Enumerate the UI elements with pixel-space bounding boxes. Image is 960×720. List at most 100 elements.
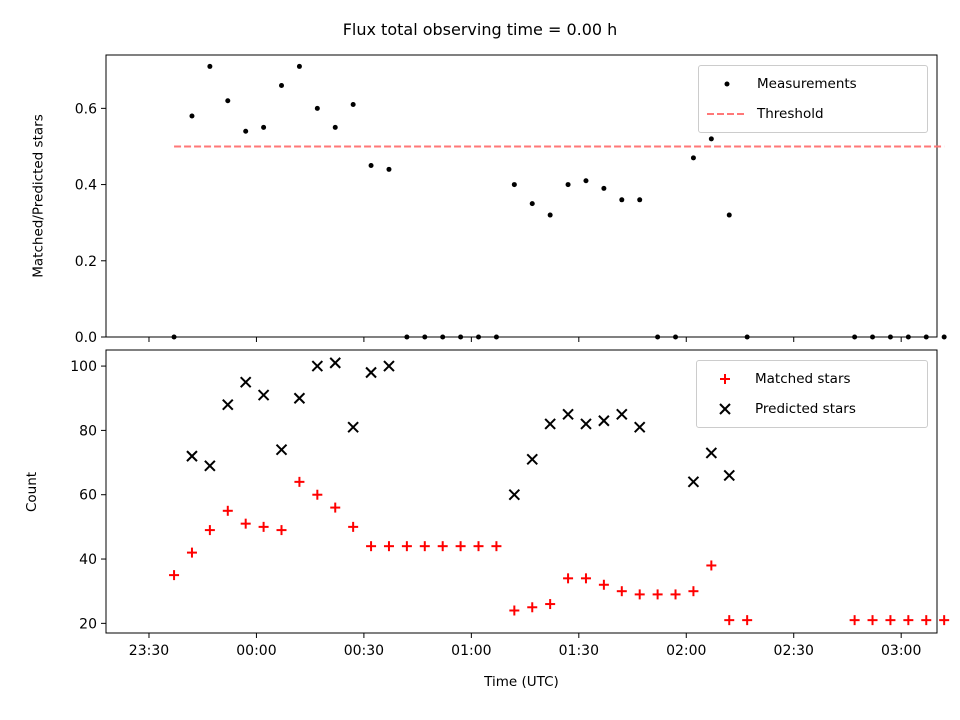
- bottom-legend: Matched stars Predicted stars: [696, 360, 928, 428]
- x-stroke: [723, 469, 735, 482]
- matched-star-marker: [330, 502, 341, 513]
- matched-star-marker: [509, 605, 520, 616]
- x-stroke: [311, 360, 324, 372]
- x-tick-label: 02:30: [774, 643, 814, 659]
- legend-label: Predicted stars: [755, 401, 856, 417]
- predicted-star-marker: [204, 460, 216, 472]
- legend-label: Threshold: [757, 106, 824, 122]
- predicted-star-marker: [275, 443, 288, 456]
- matched-star-marker: [921, 615, 932, 626]
- y-tick-label: 80: [79, 423, 97, 439]
- matched-star-marker: [437, 541, 448, 552]
- plus-marker-icon: [720, 374, 730, 384]
- matched-star-marker: [186, 547, 197, 558]
- predicted-star-marker: [329, 357, 341, 369]
- measurement-point: [655, 334, 661, 340]
- matched-star-marker: [383, 541, 394, 552]
- y-tick-label: 0.4: [75, 178, 97, 194]
- measurement-point: [529, 201, 535, 207]
- x-stroke: [562, 408, 574, 421]
- predicted-star-marker: [544, 418, 556, 430]
- measurement-point: [332, 124, 338, 130]
- matched-star-marker: [545, 599, 556, 610]
- measurement-point: [404, 334, 410, 340]
- x-marker-icon: [719, 403, 731, 415]
- matched-star-marker: [616, 586, 627, 597]
- bottom-y-axis-label: Count: [24, 471, 41, 513]
- measurement-point: [368, 163, 374, 169]
- predicted-star-marker: [526, 453, 538, 466]
- x-axis-label: Time (UTC): [484, 674, 559, 690]
- matched-star-marker: [706, 560, 717, 571]
- legend-label: Matched stars: [755, 371, 851, 387]
- measurement-point: [493, 334, 499, 340]
- bottom-panel: 20 40 60 80 100 23:30 00:00 00:30 01:00 01:30 02:0…: [70, 349, 950, 659]
- measurement-point: [476, 334, 482, 340]
- y-tick-label: 20: [79, 616, 97, 632]
- dashed-line-icon: [707, 113, 747, 115]
- x-tick-label: 01:00: [451, 643, 491, 659]
- measurement-point: [887, 334, 893, 340]
- matched-star-marker: [366, 541, 377, 552]
- x-stroke: [275, 443, 288, 456]
- measurement-point: [511, 182, 517, 188]
- x-stroke: [347, 421, 359, 433]
- matched-star-marker: [742, 615, 753, 626]
- matched-star-marker: [634, 589, 645, 600]
- measurement-point: [870, 334, 876, 340]
- matched-star-marker: [652, 589, 663, 600]
- x-tick-label: 23:30: [129, 643, 169, 659]
- x-stroke: [186, 450, 198, 462]
- top-legend: Measurements Threshold: [698, 65, 928, 133]
- plot-frame: [105, 54, 938, 338]
- x-stroke: [580, 418, 592, 430]
- measurement-point: [296, 63, 302, 69]
- matched-star-marker: [903, 615, 914, 626]
- measurement-point: [207, 63, 213, 69]
- matched-star-marker: [240, 518, 251, 529]
- matched-star-marker: [294, 476, 305, 487]
- plot-frame: [105, 349, 938, 634]
- predicted-star-marker: [347, 421, 359, 433]
- matched-star-marker: [670, 589, 681, 600]
- predicted-star-marker: [383, 360, 395, 372]
- measurement-point: [941, 334, 947, 340]
- measurement-point: [350, 102, 356, 108]
- matched-star-marker: [885, 615, 896, 626]
- predicted-star-marker: [508, 489, 521, 501]
- matched-star-marker: [276, 525, 287, 536]
- matched-star-marker: [849, 615, 860, 626]
- measurement-point: [583, 178, 589, 184]
- matched-star-marker: [312, 489, 323, 500]
- matched-star-marker: [527, 602, 538, 613]
- x-tick-label: 02:00: [666, 643, 706, 659]
- measurement-point: [225, 98, 231, 104]
- matched-star-marker: [724, 615, 735, 626]
- predicted-star-marker: [723, 469, 735, 482]
- legend-item-measurements: Measurements: [699, 74, 927, 94]
- x-stroke: [383, 360, 395, 372]
- predicted-star-marker: [598, 415, 610, 427]
- legend-item-threshold: Threshold: [699, 104, 927, 124]
- predicted-star-marker: [580, 418, 592, 430]
- legend-label: Measurements: [757, 76, 857, 92]
- top-panel: 0.0 0.2 0.4 0.6: [75, 54, 947, 346]
- matched-star-marker: [939, 615, 950, 626]
- x-tick-label: 00:30: [344, 643, 384, 659]
- measurement-point: [440, 334, 446, 340]
- x-stroke: [616, 408, 628, 421]
- measurement-point: [386, 166, 392, 172]
- predicted-star-marker: [257, 389, 270, 401]
- measurement-point: [458, 334, 464, 340]
- x-stroke: [526, 453, 538, 466]
- matched-star-marker: [598, 579, 609, 590]
- y-tick-label: 40: [79, 552, 97, 568]
- y-tick-label: 0.0: [75, 330, 97, 346]
- y-tick-label: 0.6: [75, 101, 97, 117]
- x-tick-label: 01:30: [559, 643, 599, 659]
- matched-star-marker: [688, 586, 699, 597]
- measurement-point: [923, 334, 929, 340]
- x-stroke: [508, 489, 521, 501]
- predicted-star-marker: [186, 450, 198, 462]
